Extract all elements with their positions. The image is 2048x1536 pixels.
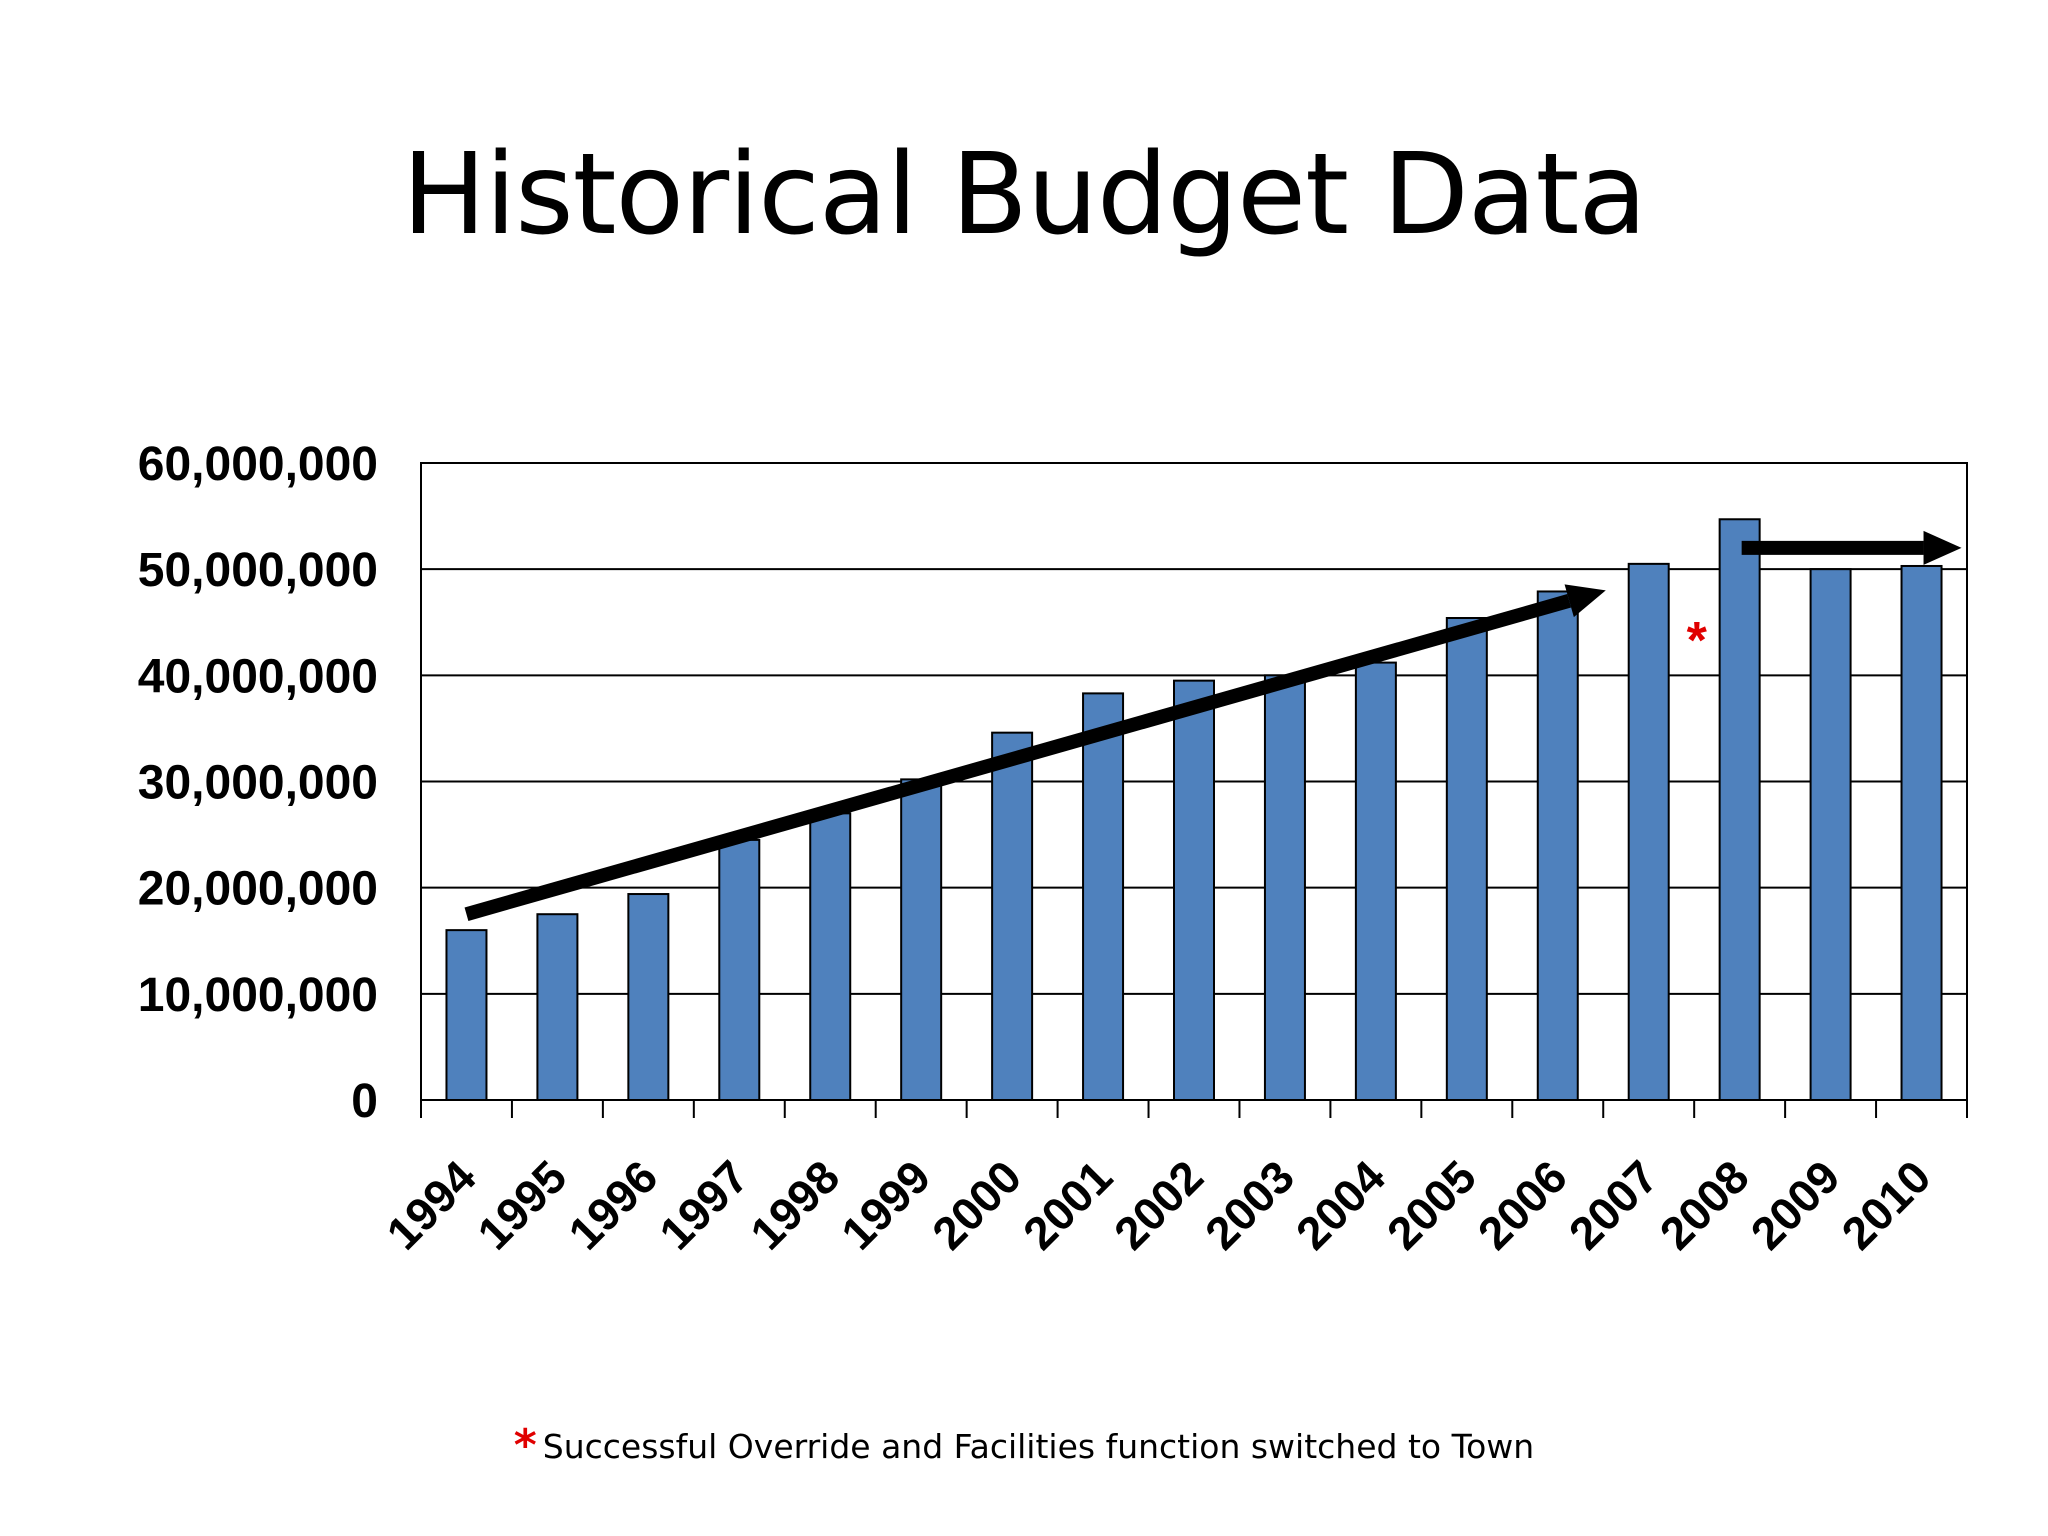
x-tick-label: 2008 [1650, 1150, 1759, 1259]
bar [1263, 674, 1306, 1101]
x-tick-label: 2006 [1468, 1150, 1577, 1259]
bar [1082, 692, 1125, 1101]
footnote: * Successful Override and Facilities func… [0, 1420, 2048, 1471]
bar [900, 778, 943, 1101]
x-tick-label: 1994 [376, 1150, 485, 1259]
x-tick-label: 2000 [922, 1150, 1031, 1259]
x-tick-label: 1996 [558, 1150, 667, 1259]
bar [627, 893, 670, 1102]
x-tick-label: 2003 [1195, 1150, 1304, 1259]
x-tick-label: 1995 [467, 1150, 576, 1259]
y-tick-label: 50,000,000 [138, 544, 378, 597]
trend-arrow-head [1564, 584, 1606, 618]
y-tick-label: 10,000,000 [138, 969, 378, 1022]
bar [1900, 564, 1943, 1101]
footnote-marker: * [513, 1420, 537, 1471]
x-tick-label: 2009 [1741, 1150, 1850, 1259]
budget-bar-chart: 0 10,000,000 20,000,000 30,000,000 40,000,00… [138, 438, 1968, 1259]
y-tick-label: 40,000,000 [138, 650, 378, 703]
flat-trend-arrow-head [1923, 530, 1962, 565]
x-tick-label: 2001 [1013, 1150, 1122, 1259]
bar [1809, 568, 1852, 1101]
bar [991, 731, 1034, 1101]
override-marker: * [1687, 612, 1708, 670]
y-tick-label: 0 [351, 1075, 378, 1128]
bar [718, 838, 761, 1101]
bar [1173, 679, 1215, 1101]
x-tick-label: 2002 [1104, 1150, 1213, 1259]
x-tick-label: 2007 [1559, 1150, 1668, 1259]
x-tick-label: 1997 [649, 1150, 758, 1259]
x-tick-label: 1998 [740, 1150, 849, 1259]
x-tick-label: 1999 [831, 1150, 940, 1259]
y-tick-label: 20,000,000 [138, 863, 378, 916]
bar [536, 913, 579, 1101]
y-tick-label: 30,000,000 [138, 757, 378, 810]
footnote-text: Successful Override and Facilities funct… [542, 1427, 1535, 1466]
x-tick-label: 2005 [1377, 1150, 1486, 1259]
bar [1536, 590, 1579, 1101]
bar [1627, 562, 1670, 1101]
bar [1354, 661, 1397, 1101]
bar [1718, 518, 1761, 1101]
bar [1445, 617, 1488, 1102]
x-tick-label: 2010 [1831, 1150, 1940, 1259]
y-tick-label: 60,000,000 [138, 438, 378, 491]
bar [445, 929, 488, 1102]
bar [809, 812, 852, 1101]
x-tick-label: 2004 [1286, 1150, 1395, 1259]
trend-arrow-shaft [464, 594, 1572, 921]
page-title: Historical Budget Data [401, 130, 1647, 260]
